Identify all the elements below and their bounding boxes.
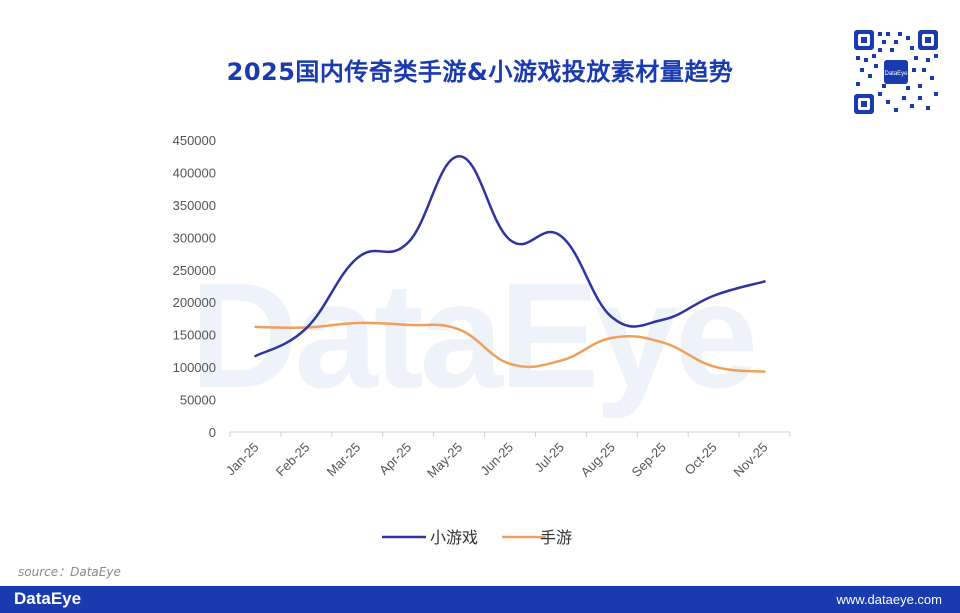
line-chart: 450000 400000 350000 300000 250000 200000 1500… xyxy=(173,133,791,547)
x-tick-label: Mar-25 xyxy=(324,440,364,480)
x-tick-label: Oct-25 xyxy=(682,440,720,478)
x-tick-label: Feb-25 xyxy=(273,440,313,480)
watermark: DataEye xyxy=(190,251,758,419)
x-tick-label: Jul-25 xyxy=(531,440,567,476)
x-tick-label: Nov-25 xyxy=(730,440,770,480)
y-tick-label: 150000 xyxy=(173,328,216,343)
svg-text:DataEye: DataEye xyxy=(884,71,908,77)
series-line-mini-game xyxy=(254,154,766,358)
y-tick-label: 200000 xyxy=(173,295,216,310)
x-tick-label: May-25 xyxy=(424,440,465,481)
x-tick-label: Apr-25 xyxy=(376,440,414,478)
y-tick-label: 350000 xyxy=(173,198,216,213)
y-tick-label: 0 xyxy=(209,425,216,440)
footer-website-link[interactable]: www.dataeye.com xyxy=(836,592,943,607)
x-tick-label: Aug-25 xyxy=(578,440,618,480)
x-tick-label: Jan-25 xyxy=(223,440,262,479)
y-tick-label: 50000 xyxy=(180,393,216,408)
source-note: source：DataEye xyxy=(18,565,121,579)
series-line-mobile-game xyxy=(254,321,766,373)
footer-brand-logo: DataEye xyxy=(14,589,82,608)
y-tick-label: 400000 xyxy=(173,165,216,180)
x-tick-label: Sep-25 xyxy=(629,440,669,480)
qr-code-image: DataEye xyxy=(852,28,940,116)
y-tick-label: 450000 xyxy=(173,133,216,148)
y-tick-label: 300000 xyxy=(173,230,216,245)
y-tick-label: 100000 xyxy=(173,360,216,375)
chart-title: 2025国内传奇类手游&小游戏投放素材量趋势 xyxy=(226,58,734,86)
legend-label: 手游 xyxy=(540,528,572,547)
legend-label: 小游戏 xyxy=(430,528,478,547)
footer-bar: DataEye www.dataeye.com xyxy=(0,586,960,613)
x-tick-label: Jun-25 xyxy=(477,440,516,479)
y-tick-label: 250000 xyxy=(173,263,216,278)
